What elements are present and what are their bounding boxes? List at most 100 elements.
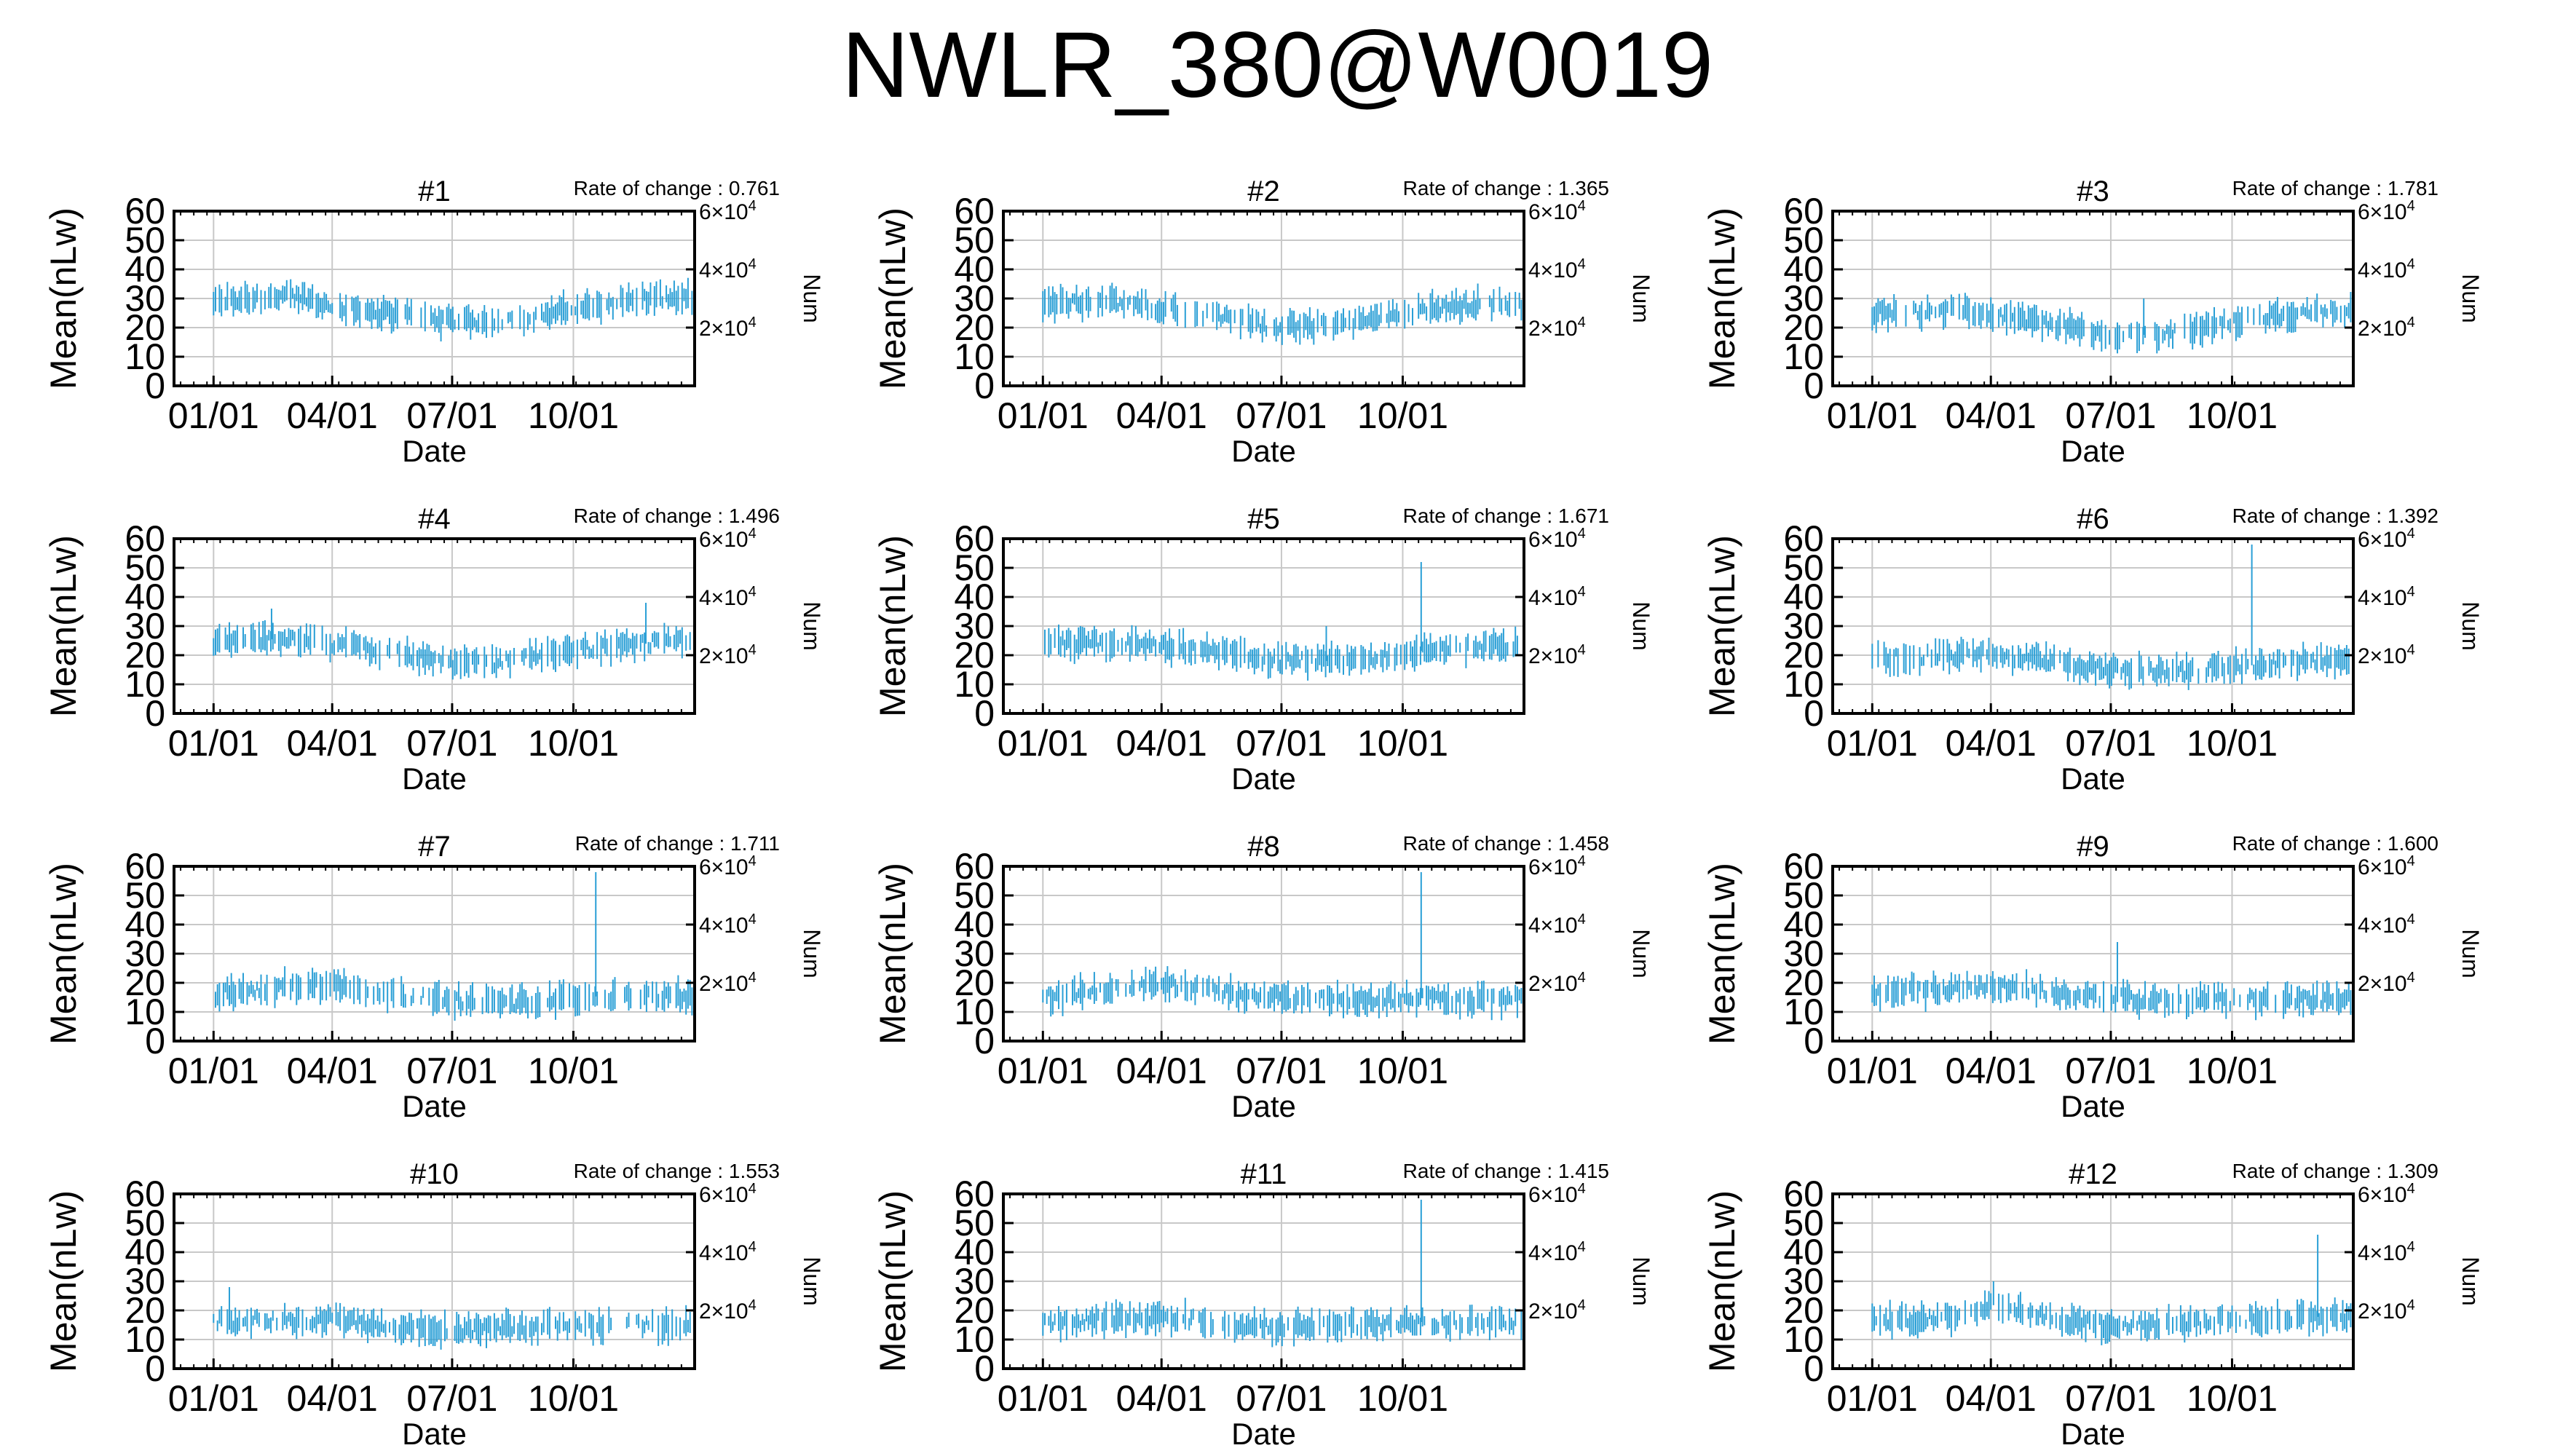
figure-title: NWLR_380@W0019 <box>841 13 1714 117</box>
y-tick-label: 50 <box>1783 220 1824 261</box>
y-tick-label: 30 <box>125 606 165 646</box>
y-tick-label: 40 <box>125 1232 165 1273</box>
series-mean-nlw <box>1871 545 2350 690</box>
y2-tick-label: 4×104 <box>699 911 757 938</box>
y-tick-label: 30 <box>1783 1261 1824 1302</box>
y-tick-label: 20 <box>1783 635 1824 676</box>
y-axis-title: Mean(nLw) <box>1702 207 1742 389</box>
x-tick-label: 01/01 <box>1827 723 1918 764</box>
y-tick-label: 60 <box>125 191 165 232</box>
x-tick-label: 10/01 <box>528 395 619 436</box>
x-tick-label: 10/01 <box>2187 1378 2278 1419</box>
x-axis-title: Date <box>402 1089 467 1123</box>
y-tick-label: 0 <box>1804 1021 1824 1061</box>
y-tick-label: 20 <box>1783 962 1824 1003</box>
x-tick-label: 01/01 <box>168 1051 259 1091</box>
y-tick-label: 60 <box>125 518 165 559</box>
y-tick-label: 0 <box>974 693 995 734</box>
x-tick-label: 01/01 <box>998 1051 1089 1091</box>
panel-title: #12 <box>2069 1158 2117 1190</box>
y2-axis-title: Num <box>2457 601 2484 651</box>
x-tick-label: 01/01 <box>1827 1051 1918 1091</box>
series-mean-nlw <box>213 603 695 680</box>
y-axis-title: Mean(nLw) <box>43 207 84 389</box>
x-tick-label: 07/01 <box>2065 1051 2156 1091</box>
x-tick-label: 04/01 <box>1946 395 2037 436</box>
y2-tick-label: 2×104 <box>2358 970 2415 996</box>
y-tick-label: 0 <box>1804 693 1824 734</box>
y2-axis-title: Num <box>799 929 825 978</box>
x-tick-label: 07/01 <box>1236 395 1327 436</box>
series-mean-nlw <box>1042 282 1523 345</box>
y2-tick-label: 2×104 <box>699 970 757 996</box>
x-tick-label: 07/01 <box>2065 723 2156 764</box>
y2-tick-label: 2×104 <box>699 642 757 668</box>
y-tick-label: 50 <box>954 220 995 261</box>
series-mean-nlw <box>1044 562 1525 681</box>
x-tick-label: 01/01 <box>1827 395 1918 436</box>
series-mean-nlw <box>1042 1200 1525 1348</box>
y-tick-label: 10 <box>1783 336 1824 377</box>
y2-tick-label: 2×104 <box>1528 1297 1586 1324</box>
y-tick-label: 20 <box>954 307 995 348</box>
x-tick-label: 10/01 <box>528 723 619 764</box>
y-tick-label: 30 <box>954 278 995 319</box>
y-tick-label: 40 <box>125 577 165 617</box>
y-tick-label: 40 <box>954 577 995 617</box>
x-tick-label: 10/01 <box>2187 723 2278 764</box>
y2-tick-label: 6×104 <box>1528 853 1586 879</box>
y-tick-label: 20 <box>125 635 165 676</box>
y-tick-label: 20 <box>125 962 165 1003</box>
y-tick-label: 10 <box>1783 992 1824 1032</box>
y-tick-label: 40 <box>125 904 165 945</box>
x-tick-label: 10/01 <box>2187 395 2278 436</box>
y-tick-label: 20 <box>1783 307 1824 348</box>
rate-of-change-label: Rate of change : 1.309 <box>2232 1160 2438 1182</box>
x-tick-label: 10/01 <box>1357 1378 1448 1419</box>
y2-axis-title: Num <box>799 1257 825 1306</box>
y2-axis-title: Num <box>1628 274 1654 323</box>
panel-title: #2 <box>1247 175 1280 207</box>
rate-of-change-label: Rate of change : 1.458 <box>1403 832 1609 855</box>
y-axis-title: Mean(nLw) <box>872 207 913 389</box>
y2-tick-label: 4×104 <box>2358 584 2415 610</box>
y-tick-label: 0 <box>1804 365 1824 406</box>
y-tick-label: 30 <box>954 606 995 646</box>
y-tick-label: 50 <box>1783 547 1824 588</box>
y2-axis-title: Num <box>1628 929 1654 978</box>
y-tick-label: 60 <box>1783 1174 1824 1214</box>
y-axis-title: Mean(nLw) <box>872 863 913 1045</box>
rate-of-change-label: Rate of change : 1.671 <box>1403 505 1609 527</box>
y-tick-label: 50 <box>125 875 165 916</box>
x-tick-label: 07/01 <box>1236 723 1327 764</box>
y-tick-label: 20 <box>954 635 995 676</box>
y2-tick-label: 4×104 <box>2358 256 2415 282</box>
y-tick-label: 10 <box>954 336 995 377</box>
y-tick-label: 0 <box>974 1021 995 1061</box>
y2-tick-label: 4×104 <box>1528 911 1586 938</box>
x-axis-title: Date <box>1231 761 1296 796</box>
x-tick-label: 04/01 <box>1946 1378 2037 1419</box>
y2-tick-label: 6×104 <box>699 526 757 552</box>
x-tick-label: 04/01 <box>1116 1051 1207 1091</box>
x-tick-label: 01/01 <box>998 723 1089 764</box>
y-axis-title: Mean(nLw) <box>1702 535 1742 717</box>
y-tick-label: 0 <box>1804 1348 1824 1389</box>
y-tick-label: 30 <box>954 1261 995 1302</box>
y2-tick-label: 6×104 <box>2358 526 2415 552</box>
y-tick-label: 40 <box>954 249 995 290</box>
rate-of-change-label: Rate of change : 1.781 <box>2232 177 2438 199</box>
y-tick-label: 20 <box>1783 1290 1824 1331</box>
x-tick-label: 07/01 <box>406 1051 497 1091</box>
rate-of-change-label: Rate of change : 1.415 <box>1403 1160 1609 1182</box>
x-tick-label: 10/01 <box>528 1378 619 1419</box>
y2-axis-title: Num <box>2457 929 2484 978</box>
y-tick-label: 0 <box>145 1021 165 1061</box>
y-tick-label: 10 <box>954 664 995 705</box>
